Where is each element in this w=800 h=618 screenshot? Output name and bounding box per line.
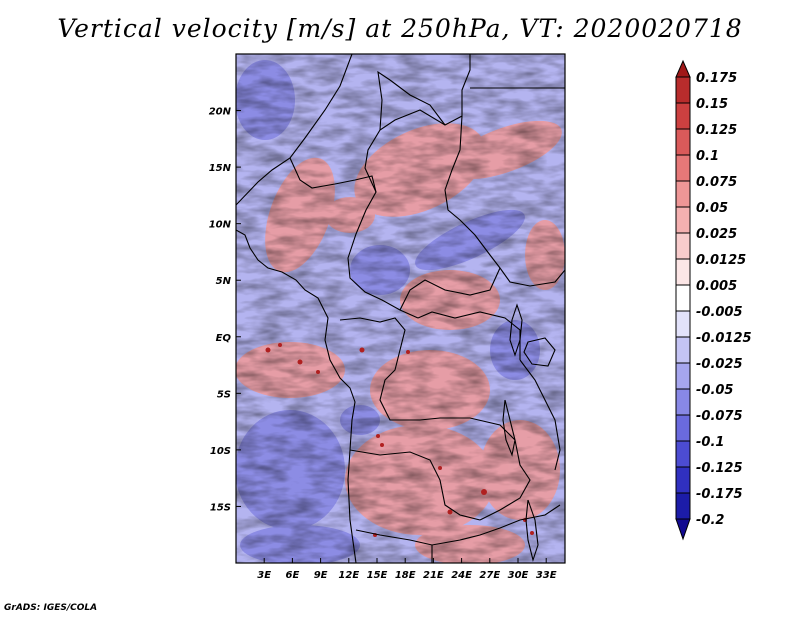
- colorbar-segment: [675, 128, 691, 156]
- colorbar-segment: [675, 76, 691, 104]
- lon-tick-label: 9E: [314, 570, 328, 581]
- colorbar-label: 0.075: [696, 175, 737, 190]
- lon-tick-label: 15E: [367, 570, 388, 581]
- colorbar-segment: [675, 388, 691, 416]
- colorbar-label: -0.075: [696, 409, 743, 424]
- lon-tick-label: 12E: [338, 570, 359, 581]
- lat-tick-label: 10N: [209, 220, 232, 231]
- lat-tick-label: 10S: [210, 446, 231, 457]
- colorbar-bottom-arrow: [675, 518, 691, 541]
- country-boundaries: [236, 54, 565, 563]
- colorbar: 0.175 0.15 0.125 0.1 0.075 0.05 0.025 0.0125 0.0…: [675, 59, 752, 541]
- colorbar-top-arrow: [675, 59, 691, 78]
- colorbar-label: -0.2: [696, 513, 724, 528]
- colorbar-segment: [675, 206, 691, 234]
- colorbar-segment: [675, 180, 691, 208]
- lat-tick-label: EQ: [216, 333, 232, 344]
- colorbar-label: -0.0125: [696, 331, 752, 346]
- colorbar-segment: [675, 440, 691, 468]
- lon-tick-label: 21E: [423, 570, 444, 581]
- colorbar-label: 0.125: [696, 123, 737, 138]
- grads-credit: GrADS: IGES/COLA: [4, 603, 98, 613]
- colorbar-label: 0.005: [696, 279, 737, 294]
- lon-tick-label: 24E: [451, 570, 472, 581]
- lon-tick-label: 6E: [286, 570, 300, 581]
- colorbar-segment: [675, 154, 691, 182]
- colorbar-label: -0.175: [696, 487, 743, 502]
- colorbar-label: -0.125: [696, 461, 743, 476]
- lat-tick-label: 20N: [209, 107, 232, 118]
- lat-tick-label: 5N: [216, 276, 232, 287]
- colorbar-segment: [675, 362, 691, 390]
- colorbar-segment: [675, 284, 691, 312]
- chart-title: Vertical velocity [m/s] at 250hPa, VT: 2…: [57, 14, 743, 43]
- colorbar-segment: [675, 102, 691, 130]
- latitude-axis: 20N 15N 10N 5N EQ 5S 10S 15S: [209, 107, 241, 513]
- strong-ascent-spots: [265, 343, 534, 537]
- colorbar-label: 0.0125: [696, 253, 746, 268]
- colorbar-segment: [675, 492, 691, 520]
- colorbar-label: 0.05: [696, 201, 728, 216]
- lon-tick-label: 30E: [508, 570, 529, 581]
- colorbar-label: 0.025: [696, 227, 737, 242]
- lat-tick-label: 15S: [210, 502, 231, 513]
- colorbar-label: 0.15: [696, 97, 728, 112]
- great-lakes: [502, 303, 556, 562]
- colorbar-label: -0.005: [696, 305, 743, 320]
- colorbar-segment: [675, 414, 691, 442]
- colorbar-segment: [675, 310, 691, 338]
- colorbar-label: -0.1: [696, 435, 724, 450]
- colorbar-label: -0.025: [696, 357, 743, 372]
- colorbar-label: -0.05: [696, 383, 733, 398]
- lon-tick-label: 27E: [479, 570, 500, 581]
- lon-tick-label: 3E: [257, 570, 271, 581]
- colorbar-segment: [675, 466, 691, 494]
- colorbar-segment: [675, 258, 691, 286]
- lat-tick-label: 5S: [217, 389, 231, 400]
- lon-tick-label: 18E: [395, 570, 416, 581]
- colorbar-label: 0.175: [696, 71, 737, 86]
- colorbar-segment: [675, 336, 691, 364]
- longitude-axis: 3E 6E 9E 12E 15E 18E 21E 24E 27E 30E 33E: [257, 558, 557, 581]
- lat-tick-label: 15N: [209, 163, 232, 174]
- lon-tick-label: 33E: [536, 570, 557, 581]
- colorbar-segment: [675, 232, 691, 260]
- colorbar-label: 0.1: [696, 149, 719, 164]
- map-frame: [235, 53, 566, 564]
